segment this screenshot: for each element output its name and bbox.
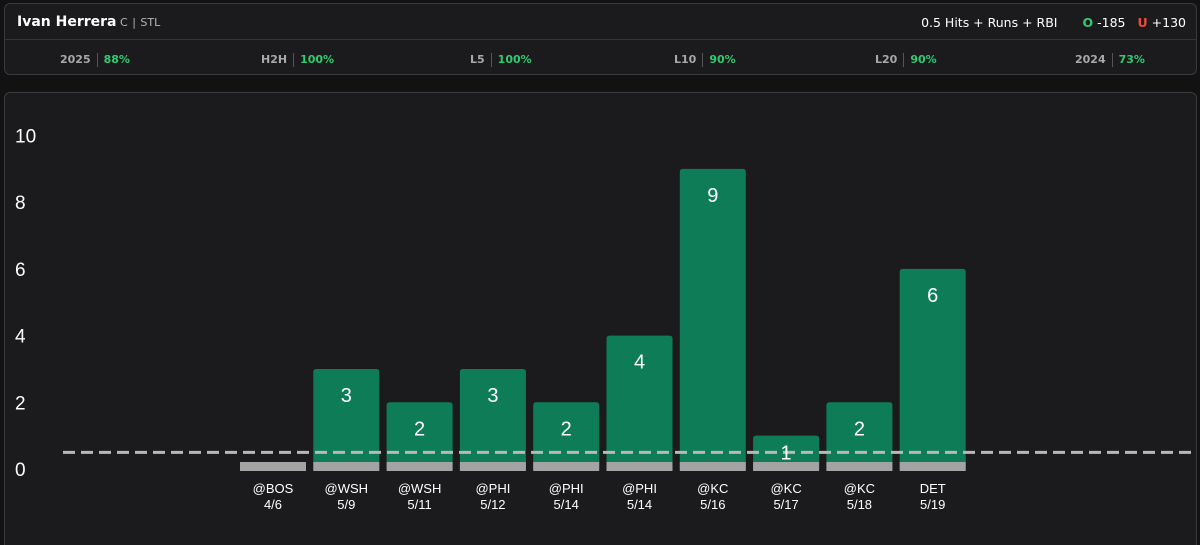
x-tick-date: 5/18 bbox=[847, 497, 872, 512]
bar-base bbox=[899, 462, 966, 471]
stat-2024[interactable]: 2024 73% bbox=[1075, 53, 1145, 67]
stat-h2h[interactable]: H2H 100% bbox=[261, 53, 334, 67]
bar-data-label: 4 bbox=[634, 352, 645, 374]
stat-label: L5 bbox=[470, 53, 492, 67]
bar-data-label: 9 bbox=[707, 185, 718, 207]
over-odds-button[interactable]: O -185 bbox=[1082, 15, 1125, 30]
x-tick-opponent: @PHI bbox=[475, 481, 510, 496]
over-letter: O bbox=[1082, 15, 1094, 30]
y-tick-label: 8 bbox=[15, 193, 26, 214]
bar-base bbox=[386, 462, 453, 471]
under-odds-button[interactable]: U +130 bbox=[1138, 15, 1187, 30]
bar-base bbox=[606, 462, 673, 471]
bar-base bbox=[679, 462, 746, 471]
bar-base bbox=[753, 462, 820, 471]
bar-at-kc-6[interactable] bbox=[679, 168, 746, 469]
bar-data-label: 3 bbox=[487, 385, 498, 407]
y-tick-label: 6 bbox=[15, 260, 26, 281]
game-log-chart: 0246810323249126@BOS4/6@WSH5/9@WSH5/11@P… bbox=[15, 127, 1193, 512]
bar-data-label: 2 bbox=[854, 418, 865, 440]
bar-data-label: 3 bbox=[341, 385, 352, 407]
x-tick-opponent: @BOS bbox=[253, 481, 294, 496]
y-tick-label: 4 bbox=[15, 327, 26, 348]
stat-value: 100% bbox=[497, 53, 532, 66]
over-odds-value: -185 bbox=[1097, 15, 1126, 30]
stat-l20[interactable]: L20 90% bbox=[875, 53, 937, 67]
x-tick-date: 5/19 bbox=[920, 497, 945, 512]
bar-base bbox=[313, 462, 380, 471]
x-tick-opponent: DET bbox=[920, 481, 946, 496]
stat-label: L20 bbox=[875, 53, 905, 67]
x-tick-date: 5/11 bbox=[407, 497, 431, 512]
y-tick-label: 2 bbox=[15, 393, 26, 414]
hit-rate-stats: 2025 88% H2H 100% L5 100% L10 90% L20 90… bbox=[5, 40, 1196, 76]
bar-data-label: 2 bbox=[561, 418, 572, 440]
stat-label: 2025 bbox=[60, 53, 98, 67]
y-tick-label: 0 bbox=[15, 460, 26, 481]
player-team: STL bbox=[140, 16, 161, 29]
x-tick-date: 5/16 bbox=[700, 497, 725, 512]
bar-base bbox=[240, 462, 306, 471]
stat-label: L10 bbox=[674, 53, 704, 67]
prop-label[interactable]: 0.5 Hits + Runs + RBI bbox=[921, 15, 1058, 30]
x-tick-date: 4/6 bbox=[264, 497, 282, 512]
x-tick-opponent: @KC bbox=[770, 481, 801, 496]
x-tick-opponent: @PHI bbox=[622, 481, 657, 496]
bar-data-label: 1 bbox=[781, 443, 792, 465]
x-tick-opponent: @KC bbox=[697, 481, 728, 496]
stat-value: 100% bbox=[300, 53, 335, 66]
player-name[interactable]: Ivan Herrera bbox=[17, 14, 117, 30]
game-log-chart-card: 0 2 4 6 8 10 3 2 3 2 4 9 1 2 6 @BOS 4/6 @WSH 5/9 @WSH 5/11 @P… bbox=[4, 92, 1197, 545]
player-header-card: Ivan Herrera C | STL 0.5 Hits + Runs + R… bbox=[4, 3, 1197, 75]
x-tick-date: 5/17 bbox=[773, 497, 798, 512]
stat-value: 90% bbox=[709, 53, 736, 66]
under-odds-value: +130 bbox=[1151, 15, 1186, 30]
stat-2025[interactable]: 2025 88% bbox=[60, 53, 130, 67]
x-tick-opponent: @PHI bbox=[549, 481, 584, 496]
x-tick-date: 5/14 bbox=[627, 497, 652, 512]
player-meta: C | STL bbox=[120, 16, 160, 29]
header-divider bbox=[5, 39, 1196, 40]
y-tick-label: 10 bbox=[15, 127, 36, 148]
bar-base bbox=[459, 462, 526, 471]
x-tick-date: 5/14 bbox=[554, 497, 579, 512]
x-tick-date: 5/12 bbox=[480, 497, 505, 512]
x-tick-opponent: @WSH bbox=[325, 481, 369, 496]
bar-base bbox=[826, 462, 893, 471]
bar-det-9[interactable] bbox=[899, 268, 966, 469]
player-position: C bbox=[120, 16, 128, 29]
stat-value: 73% bbox=[1118, 53, 1145, 66]
x-tick-opponent: @KC bbox=[844, 481, 875, 496]
bar-at-phi-3[interactable] bbox=[459, 368, 526, 469]
bar-at-wsh-2[interactable] bbox=[386, 402, 453, 469]
under-letter: U bbox=[1137, 15, 1148, 30]
stat-l10[interactable]: L10 90% bbox=[674, 53, 736, 67]
bar-at-phi-5[interactable] bbox=[606, 335, 673, 469]
stat-label: 2024 bbox=[1075, 53, 1113, 67]
meta-separator: | bbox=[132, 16, 136, 29]
stat-value: 88% bbox=[103, 53, 130, 66]
x-tick-opponent: @WSH bbox=[398, 481, 442, 496]
bar-data-label: 2 bbox=[414, 418, 425, 440]
stat-l5[interactable]: L5 100% bbox=[470, 53, 532, 67]
x-tick-date: 5/9 bbox=[337, 497, 355, 512]
bar-at-wsh-1[interactable] bbox=[313, 368, 380, 469]
stat-label: H2H bbox=[261, 53, 295, 67]
bar-base bbox=[533, 462, 600, 471]
bar-data-label: 6 bbox=[927, 285, 938, 307]
prop-line: 0.5 Hits + Runs + RBI O -185 U +130 bbox=[921, 15, 1186, 30]
stat-value: 90% bbox=[910, 53, 937, 66]
